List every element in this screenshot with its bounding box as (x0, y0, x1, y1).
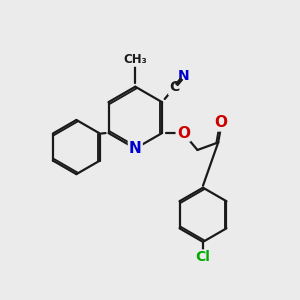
Text: O: O (214, 116, 227, 130)
Text: CH₃: CH₃ (123, 53, 147, 66)
Text: N: N (129, 141, 142, 156)
Text: Cl: Cl (196, 250, 210, 265)
Text: O: O (177, 126, 190, 141)
Text: C: C (169, 80, 179, 94)
Text: N: N (178, 69, 190, 83)
